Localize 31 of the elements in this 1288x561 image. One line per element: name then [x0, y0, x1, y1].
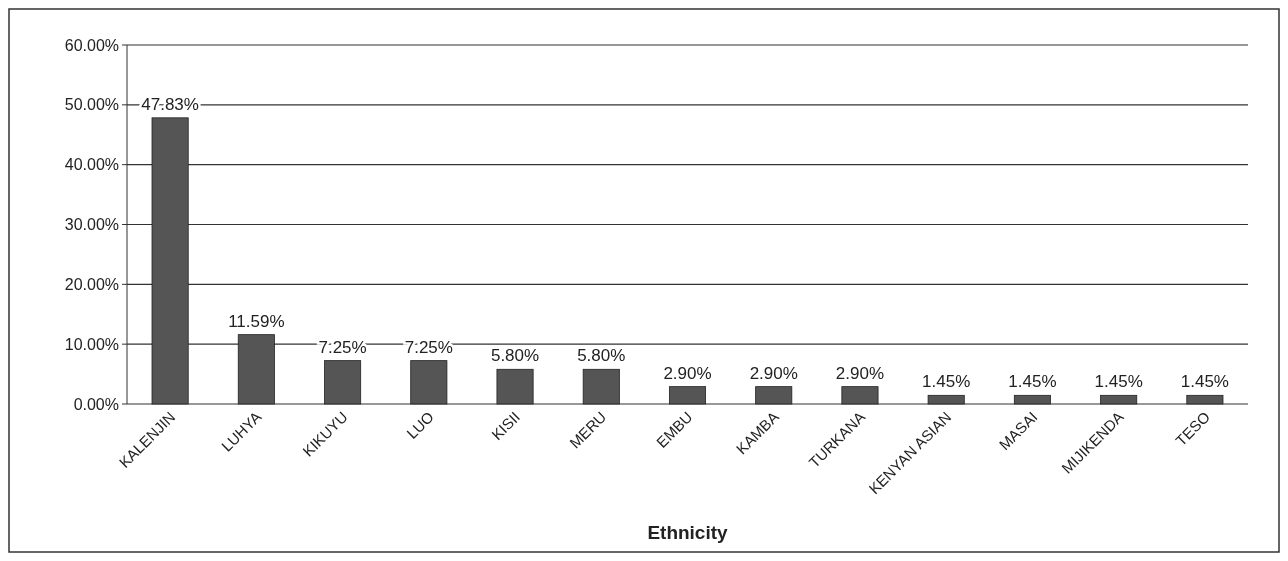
y-tick-label: 30.00%	[64, 216, 119, 234]
bar	[151, 117, 189, 405]
y-tick-label: 20.00%	[64, 275, 119, 293]
bar	[237, 334, 275, 405]
bar	[1100, 394, 1138, 405]
bar	[755, 386, 793, 405]
x-axis-title: Ethnicity	[647, 522, 729, 543]
y-tick-label: 60.00%	[64, 36, 119, 54]
bar	[1186, 394, 1224, 405]
data-label: 5.80%	[577, 346, 626, 366]
bar	[668, 386, 707, 405]
bar	[927, 394, 965, 405]
y-tick-label: 0.00%	[73, 395, 119, 413]
data-label: 1.45%	[922, 372, 971, 392]
data-label: 2.90%	[835, 363, 885, 383]
data-label: 5.80%	[490, 346, 540, 366]
data-label: 11.59%	[228, 311, 285, 331]
y-tick-label: 10.00%	[64, 335, 119, 353]
data-label: 2.90%	[663, 363, 712, 383]
data-label: 1.45%	[1008, 372, 1057, 392]
bar	[582, 368, 620, 405]
bar	[841, 386, 879, 405]
data-label: 2.90%	[749, 363, 798, 383]
bar	[1013, 394, 1051, 405]
data-label: 1.45%	[1180, 372, 1229, 392]
data-label: 1.45%	[1094, 372, 1143, 392]
bar	[410, 360, 448, 405]
y-tick-label: 40.00%	[64, 156, 119, 174]
y-tick-label: 50.00%	[64, 96, 119, 114]
bar	[324, 360, 362, 405]
bar	[496, 368, 534, 405]
